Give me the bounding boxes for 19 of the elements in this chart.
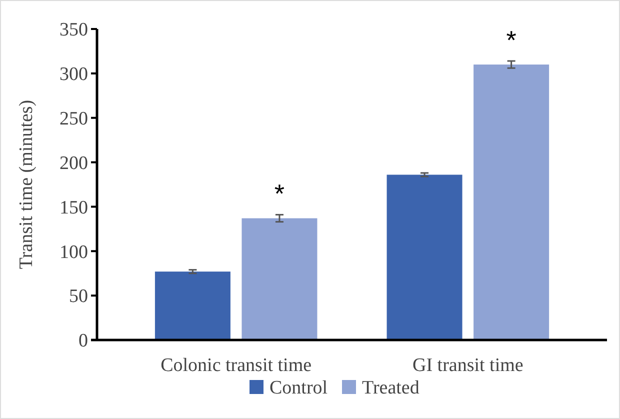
- y-tick-label: 50: [69, 286, 88, 308]
- y-tick-label: 0: [78, 330, 88, 352]
- bar: [242, 218, 318, 340]
- annotation: *: [506, 24, 516, 55]
- y-tick-label: 100: [60, 242, 88, 263]
- x-tick-label: GI transit time: [412, 355, 524, 376]
- y-axis-title: Transit time (minutes): [16, 100, 37, 270]
- legend-label: Treated: [362, 378, 420, 399]
- legend-label: Control: [270, 378, 328, 399]
- y-tick-label: 300: [60, 64, 88, 86]
- bar: [386, 174, 462, 340]
- y-tick-label: 150: [60, 197, 88, 218]
- annotation: *: [274, 178, 285, 209]
- bar: [154, 272, 230, 340]
- x-tick-label: Colonic transit time: [160, 355, 312, 376]
- bar: [474, 64, 550, 340]
- y-tick-label: 250: [60, 108, 88, 130]
- y-tick-label: 200: [60, 152, 88, 174]
- y-tick-label: 350: [60, 20, 88, 41]
